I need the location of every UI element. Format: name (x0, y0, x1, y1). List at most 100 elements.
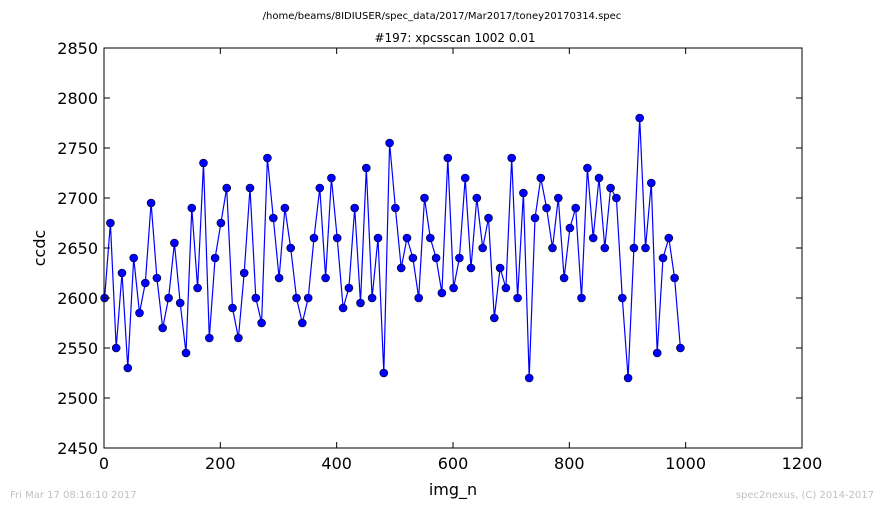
data-point (588, 233, 598, 243)
x-tick-label: 400 (321, 454, 352, 473)
data-point (216, 218, 226, 228)
data-point (530, 213, 540, 223)
data-point (443, 153, 453, 163)
data-point (315, 183, 325, 193)
data-point (524, 373, 534, 383)
data-point (629, 243, 639, 253)
data-point (350, 203, 360, 213)
data-point (117, 268, 127, 278)
data-point (321, 273, 330, 283)
x-tick-label: 1200 (782, 454, 823, 473)
data-point (396, 263, 406, 273)
data-point (507, 153, 517, 163)
data-point (158, 323, 167, 333)
data-point (193, 283, 202, 293)
data-point (623, 373, 633, 383)
data-point (129, 253, 138, 263)
data-point (489, 313, 499, 323)
data-point (263, 153, 272, 163)
data-point (460, 173, 470, 183)
footer-credit: spec2nexus, (C) 2014-2017 (735, 490, 874, 501)
y-axis-label: ccdc (30, 230, 49, 267)
x-tick-label: 1000 (665, 454, 706, 473)
series-line (104, 117, 681, 379)
data-point (391, 203, 400, 213)
data-point (175, 298, 185, 308)
tick-layer: 0 200 400 600 800 1000 1200 2450 2500 2550 2600 265… (57, 39, 822, 473)
data-point (513, 293, 522, 303)
data-point (425, 233, 435, 243)
data-point (199, 158, 208, 168)
data-point (292, 293, 301, 303)
data-point (367, 293, 377, 303)
data-point (676, 343, 685, 353)
footer-timestamp: Fri Mar 17 08:16:10 2017 (10, 490, 137, 501)
data-point (519, 188, 528, 198)
data-point (187, 203, 197, 213)
chart-suptitle: /home/beams/8IDIUSER/spec_data/2017/Mar2… (263, 11, 622, 22)
data-point (501, 283, 511, 293)
data-point (344, 283, 354, 293)
data-point (228, 303, 237, 313)
data-point (280, 203, 290, 213)
data-point (239, 268, 249, 278)
data-point (466, 263, 476, 273)
data-point (309, 233, 319, 243)
data-point (327, 173, 336, 183)
data-point (612, 193, 621, 203)
x-axis-label: img_n (429, 480, 477, 500)
data-point (449, 283, 458, 293)
data-point (571, 203, 581, 213)
y-tick-label: 2750 (57, 139, 98, 158)
data-point (222, 183, 231, 193)
data-point (332, 233, 342, 243)
data-point (210, 253, 220, 263)
y-tick-label: 2500 (57, 389, 98, 408)
y-tick-label: 2550 (57, 339, 98, 358)
data-point (495, 263, 505, 273)
data-point (385, 138, 394, 148)
x-tick-label: 600 (438, 454, 469, 473)
marker-layer (100, 113, 685, 383)
data-point (402, 233, 412, 243)
data-point (303, 293, 313, 303)
data-point (111, 343, 121, 353)
data-point (536, 173, 546, 183)
data-point (594, 173, 604, 183)
data-point (600, 243, 610, 253)
data-point (373, 233, 383, 243)
y-tick-label: 2700 (57, 189, 98, 208)
data-point (472, 193, 482, 203)
data-point (646, 178, 656, 188)
data-point (577, 293, 586, 303)
data-point (641, 243, 650, 253)
data-point (257, 318, 266, 328)
y-tick-label: 2800 (57, 89, 98, 108)
data-point (146, 198, 156, 208)
data-point (170, 238, 179, 248)
data-point (635, 113, 645, 123)
data-point (234, 333, 243, 343)
data-point (141, 278, 150, 288)
data-point (135, 308, 144, 318)
data-point (245, 183, 255, 193)
x-tick-label: 0 (99, 454, 109, 473)
plot-area (104, 48, 802, 448)
data-point (297, 318, 307, 328)
data-point (606, 183, 615, 193)
x-tick-label: 200 (205, 454, 236, 473)
data-point (164, 293, 173, 303)
data-point (431, 253, 441, 263)
data-point (670, 273, 679, 283)
data-point (617, 293, 627, 303)
data-point (356, 298, 365, 308)
y-tick-label: 2600 (57, 289, 98, 308)
data-point (559, 273, 569, 283)
data-point (338, 303, 348, 313)
data-point (542, 203, 551, 213)
x-tick-label: 800 (554, 454, 585, 473)
data-point (414, 293, 424, 303)
data-point (205, 333, 214, 343)
data-point (484, 213, 493, 223)
